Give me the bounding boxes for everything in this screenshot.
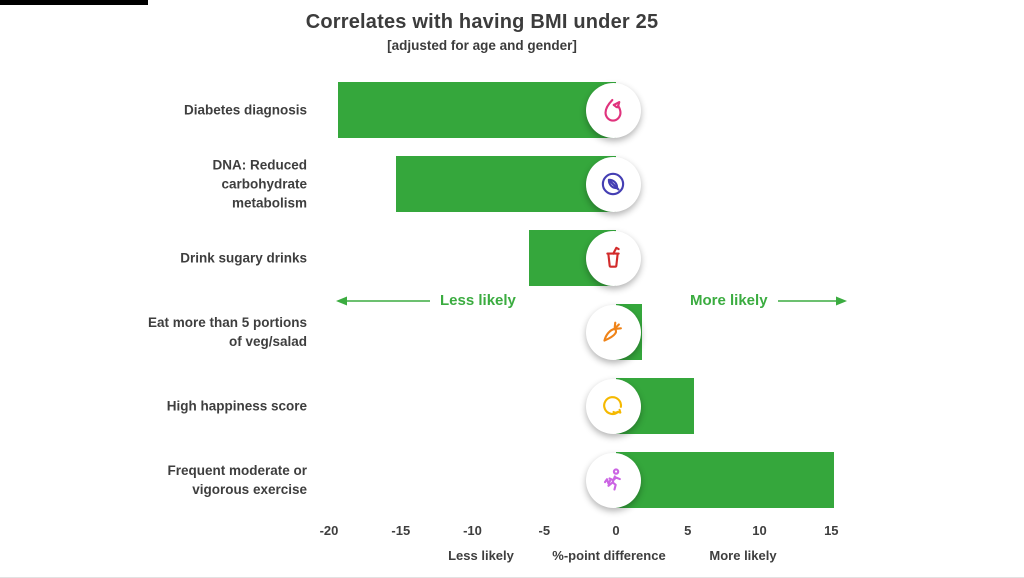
category-label: DNA: Reduced carbohydrate metabolism: [212, 157, 307, 211]
x-axis-tick: 0: [612, 523, 620, 538]
category-label: Frequent moderate or vigorous exercise: [167, 463, 307, 497]
x-axis-tick: -15: [391, 523, 411, 538]
x-axis-tick: -20: [319, 523, 339, 538]
less-likely-direction-label: Less likely: [440, 292, 516, 309]
diabetes-metabolism-icon: [604, 98, 622, 122]
chart-title: Correlates with having BMI under 25: [305, 11, 659, 33]
x-axis-tick: 10: [752, 523, 767, 538]
sugary-drink-cup-icon: [606, 246, 620, 268]
category-label: High happiness score: [166, 398, 307, 414]
more-likely-direction-annotation: More likely: [690, 292, 848, 309]
axis-caption-point-difference: %-point difference: [552, 548, 666, 563]
bar-6: [616, 452, 835, 508]
x-axis: -20 -15 -10 -5 0 5 10 15: [0, 523, 1024, 539]
axis-caption-less-likely: Less likely: [448, 548, 514, 563]
diabetes-metabolism-icon-badge: [585, 82, 641, 138]
top-left-black-bar: [0, 0, 148, 5]
chart-subtitle: [adjusted for age and gender]: [387, 38, 577, 53]
exercise-runner-icon-badge: [585, 452, 641, 508]
x-axis-tick: 15: [824, 523, 839, 538]
right-arrow-icon: [777, 296, 847, 305]
category-label: Eat more than 5 portions of veg/salad: [147, 315, 307, 349]
carrot-icon-badge: [585, 304, 641, 360]
x-axis-tick: -10: [463, 523, 482, 538]
x-axis-tick: 5: [684, 523, 692, 538]
no-carb-grain-icon-badge: [585, 156, 641, 212]
no-carb-grain-icon: [601, 172, 625, 196]
x-axis-tick: -5: [538, 523, 551, 538]
bar-2: [396, 156, 616, 212]
carrot-icon: [603, 321, 622, 342]
bar-1: [337, 82, 616, 138]
less-likely-direction-annotation: Less likely: [335, 292, 516, 309]
exercise-runner-icon: [603, 468, 621, 491]
more-likely-direction-label: More likely: [690, 292, 768, 309]
category-label: Drink sugary drinks: [180, 250, 307, 266]
category-label: Diabetes diagnosis: [183, 102, 307, 118]
sugary-drink-cup-icon-badge: [585, 230, 641, 286]
happy-face-icon-badge: [585, 378, 641, 434]
axis-caption-more-likely: More likely: [709, 548, 777, 563]
left-arrow-icon: [336, 296, 430, 305]
happy-face-icon: [603, 396, 622, 415]
